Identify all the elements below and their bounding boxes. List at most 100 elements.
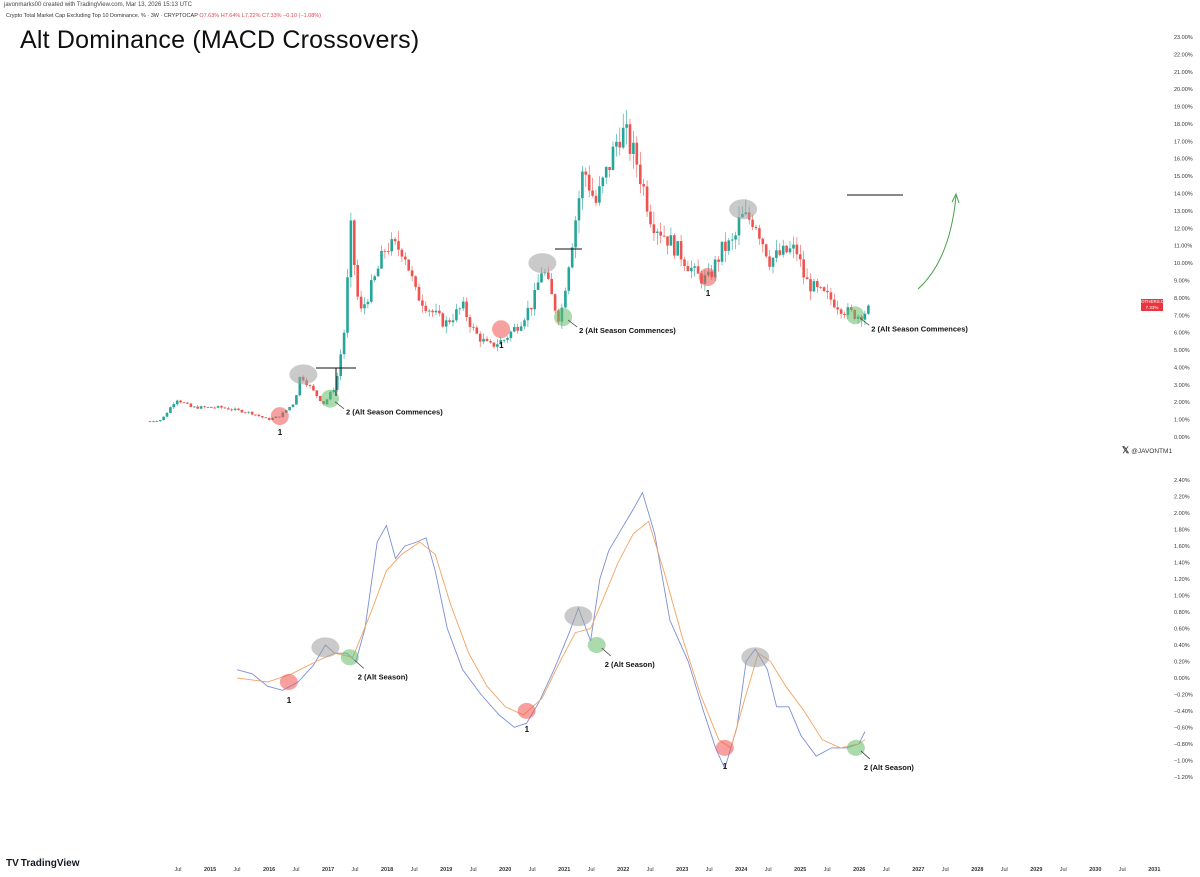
price-axis-tick: 18.00% xyxy=(1174,122,1193,128)
candle-body xyxy=(635,142,639,165)
crossover-label: 1 xyxy=(287,696,292,705)
red-crossover-marker xyxy=(492,320,511,339)
candle-body xyxy=(676,241,679,256)
candle-body xyxy=(485,338,489,342)
price-axis-tick: 10.00% xyxy=(1174,261,1193,267)
candle-body xyxy=(237,408,240,410)
candle-body xyxy=(318,396,322,401)
candle-body xyxy=(230,409,233,411)
candle-body xyxy=(737,217,741,236)
price-axis-tick: 1.00% xyxy=(1174,418,1190,424)
candle-body xyxy=(250,411,254,415)
alt-season-label: 2 (Alt Season) xyxy=(605,660,656,669)
time-axis-tick: Jul xyxy=(1001,867,1008,873)
candle-body xyxy=(540,273,543,283)
candle-body xyxy=(390,239,393,252)
green-crossover-marker xyxy=(846,739,865,756)
time-axis-tick: Jul xyxy=(942,867,949,873)
green-crossover-marker xyxy=(554,308,573,326)
candle-body xyxy=(410,270,414,277)
candle-body xyxy=(475,327,479,334)
candle-body xyxy=(492,342,496,347)
candle-body xyxy=(717,259,720,262)
candle-body xyxy=(843,313,846,316)
candle-body xyxy=(335,376,339,390)
candle-body xyxy=(679,241,683,260)
macd-axis-tick: −1.00% xyxy=(1174,758,1193,764)
price-axis-tick: 0.00% xyxy=(1174,435,1190,441)
candle-body xyxy=(618,141,622,148)
candle-body xyxy=(693,266,696,268)
candle-body xyxy=(468,317,472,327)
tradingview-logo-text: TradingView xyxy=(20,858,80,869)
candle-body xyxy=(451,320,455,323)
candle-body xyxy=(227,408,230,410)
gray-crossover-marker xyxy=(564,606,593,627)
candle-body xyxy=(233,408,237,410)
price-axis-tick: 6.00% xyxy=(1174,331,1190,337)
time-axis-tick: Jul xyxy=(824,867,831,873)
price-axis-tick: 21.00% xyxy=(1174,70,1193,76)
time-axis-tick: Jul xyxy=(411,867,418,873)
tradingview-logo: TV TradingView xyxy=(6,858,80,869)
candle-body xyxy=(662,235,666,237)
candle-body xyxy=(805,277,809,280)
candle-body xyxy=(455,309,458,321)
candle-body xyxy=(359,296,363,309)
alt-season-label: 2 (Alt Season) xyxy=(864,763,915,772)
alt-season-label: 2 (Alt Season Commences) xyxy=(871,324,968,333)
candle-body xyxy=(458,308,462,310)
candle-body xyxy=(574,220,577,248)
tradingview-logo-icon: TV xyxy=(6,858,19,869)
candle-body xyxy=(781,245,785,255)
candle-body xyxy=(764,244,768,257)
candle-body xyxy=(771,257,775,267)
candle-body xyxy=(506,337,509,340)
candle-body xyxy=(499,340,502,345)
candle-body xyxy=(594,195,598,203)
candle-body xyxy=(530,307,533,310)
macd-axis-tick: −0.60% xyxy=(1174,725,1193,731)
annotation-arrow xyxy=(859,317,870,326)
candle-body xyxy=(581,171,584,199)
candle-body xyxy=(816,281,819,287)
candle-body xyxy=(427,310,431,312)
candle-body xyxy=(414,276,417,287)
candle-body xyxy=(404,256,407,260)
candle-body xyxy=(254,414,257,416)
candle-body xyxy=(291,404,295,407)
candle-body xyxy=(553,294,557,311)
candle-body xyxy=(496,344,499,347)
candle-body xyxy=(162,416,165,420)
ohlc-values: O7.63% H7.64% L7.22% C7.33% −0.10 (−1.08… xyxy=(199,13,321,19)
candle-body xyxy=(730,239,734,241)
axes: 0.00% 1.00% 2.00% 3.00% 4.00% 5.00% 6.00% 7.00%… xyxy=(175,35,1193,873)
candle-body xyxy=(567,267,571,291)
price-axis-tick: 11.00% xyxy=(1174,244,1192,250)
candle-body xyxy=(376,268,380,277)
x-handle-text: @JAVONTM1 xyxy=(1131,448,1173,455)
candle-body xyxy=(216,406,220,408)
annotation-arrow xyxy=(567,319,578,328)
candle-body xyxy=(220,406,223,408)
annotation-arrow xyxy=(860,750,871,760)
candle-body xyxy=(669,235,673,246)
time-axis-tick: 2024 xyxy=(735,867,748,873)
candle-body xyxy=(342,332,346,355)
candle-body xyxy=(444,320,448,327)
candle-body xyxy=(513,327,516,332)
macd-axis-tick: 1.60% xyxy=(1174,544,1190,550)
candle-body xyxy=(400,249,404,257)
candle-body xyxy=(267,418,271,420)
macd-axis-tick: 0.80% xyxy=(1174,610,1190,616)
last-price-value: 7.33% xyxy=(1145,305,1159,310)
time-axis-tick: Jul xyxy=(706,867,713,873)
candle-body xyxy=(690,267,693,272)
candle-body xyxy=(373,276,376,281)
time-axis-tick: 2015 xyxy=(204,867,216,873)
signal-line xyxy=(236,520,866,749)
candle-body xyxy=(642,184,645,187)
annotation-arrow xyxy=(601,647,611,657)
candle-body xyxy=(785,245,788,253)
